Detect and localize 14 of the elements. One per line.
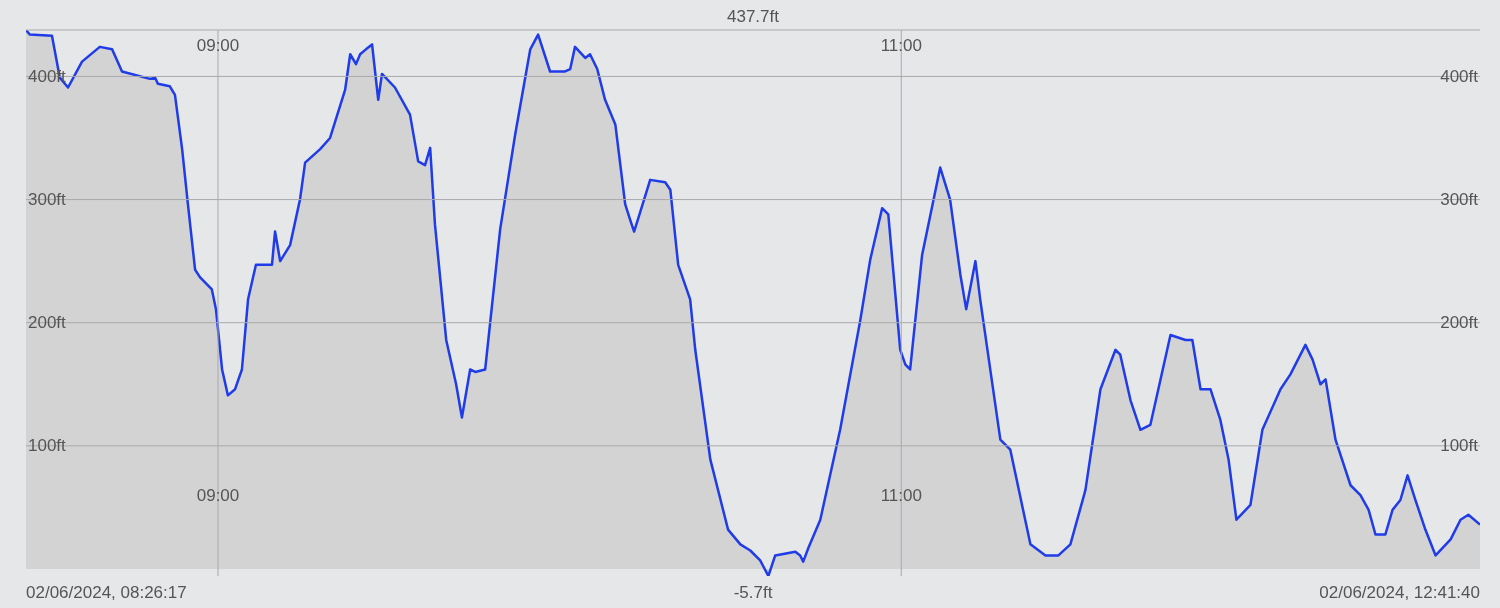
text: 437.7ft	[727, 7, 780, 26]
text: -5.7ft	[733, 583, 773, 602]
y-tick-label: 400ft	[28, 66, 67, 86]
y-tick-label: 300ft	[28, 190, 67, 210]
y-tick-label: 100ft	[28, 436, 67, 456]
x2-tick-label: 09:00	[196, 486, 240, 505]
x2-tick-label: 11:00	[880, 486, 922, 505]
y-tick-label: 200ft	[28, 313, 67, 333]
text: 02/06/2024, 12:41:40	[1319, 583, 1480, 602]
y2-tick-label: 300ft	[1440, 190, 1479, 210]
y2-tick-label: 100ft	[1440, 436, 1479, 456]
y2-tick-label: 200ft	[1440, 313, 1479, 333]
text: 02/06/2024, 08:26:17	[26, 583, 187, 602]
y2-tick-label: 400ft	[1440, 66, 1479, 86]
